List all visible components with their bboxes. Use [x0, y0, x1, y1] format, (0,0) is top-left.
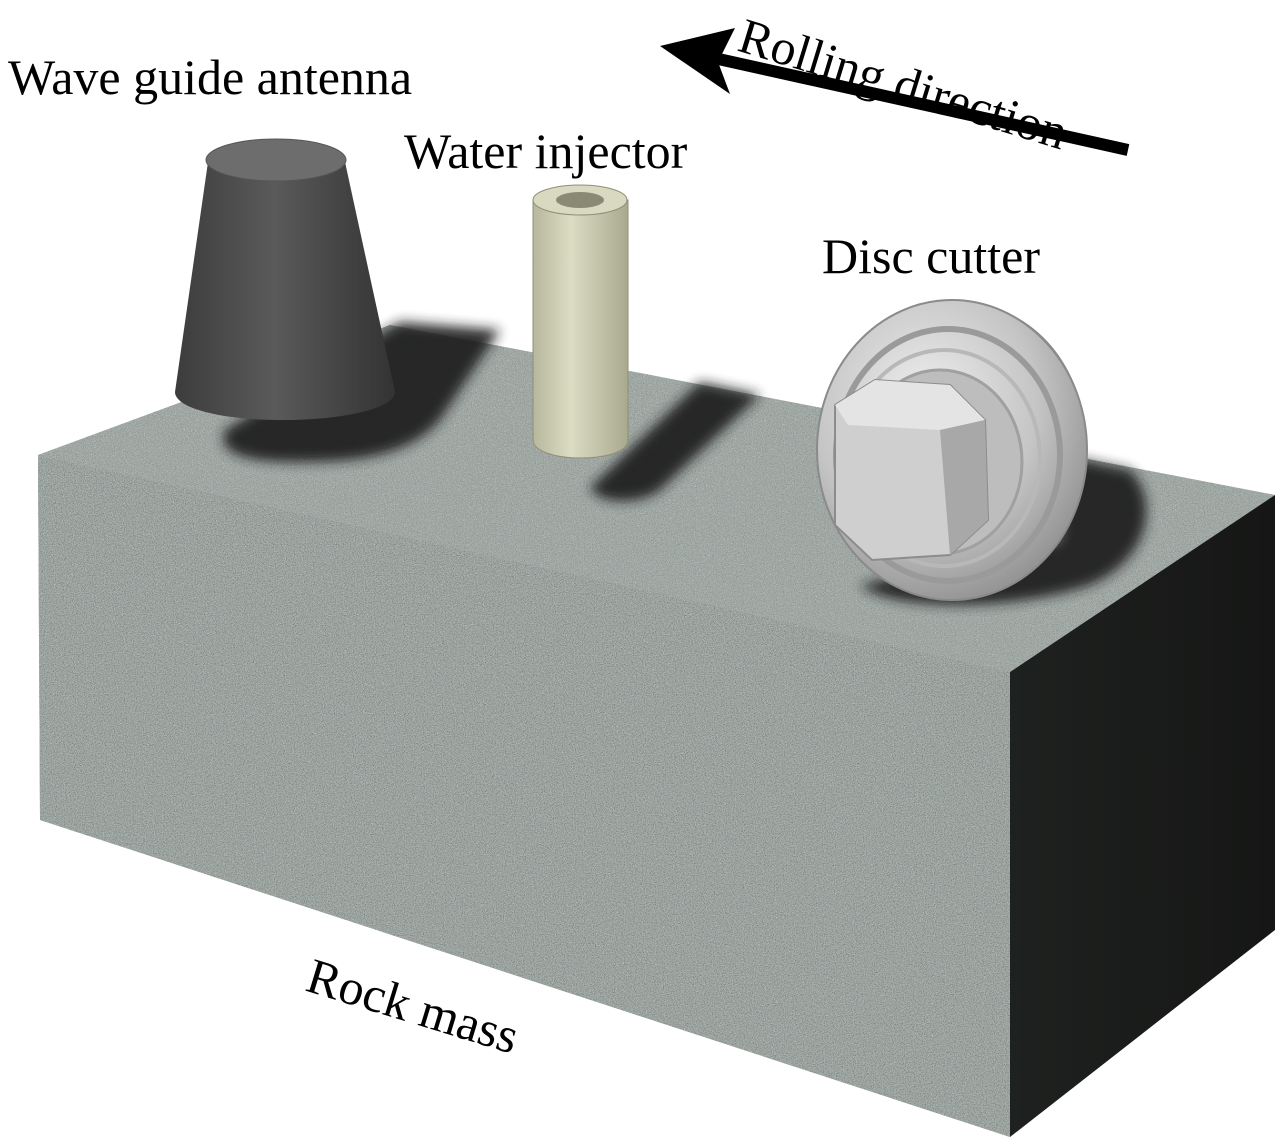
- rock-mass-block: [38, 325, 1275, 1137]
- water-injector-label: Water injector: [404, 123, 688, 179]
- wave-guide-antenna: [175, 138, 395, 420]
- water-injector: [532, 184, 629, 459]
- disc-cutter-label: Disc cutter: [822, 228, 1040, 284]
- rolling-direction-arrow-icon: [660, 28, 1130, 156]
- disc-cutter: [816, 299, 1088, 601]
- wave-guide-antenna-label: Wave guide antenna: [8, 49, 413, 105]
- rock-side-face: [1010, 495, 1275, 1137]
